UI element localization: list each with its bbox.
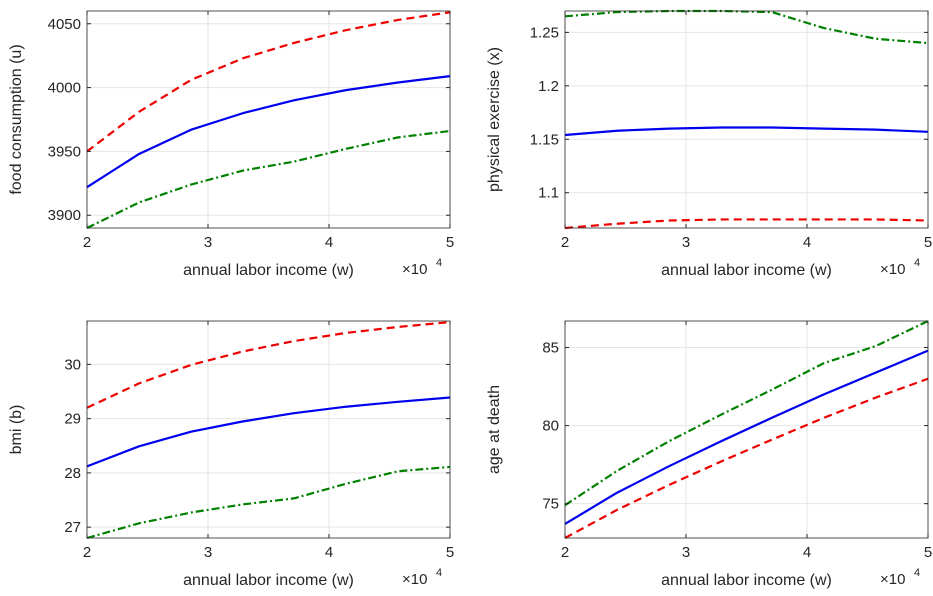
y-tick-label: 30 [64, 356, 81, 373]
y-tick-label: 75 [542, 496, 559, 513]
x-axis-multiplier-exponent: 4 [914, 257, 920, 269]
y-tick-label: 4000 [48, 80, 81, 97]
series-line-solid [564, 126, 929, 137]
series-line-dashdot [86, 129, 451, 229]
axes-frame [564, 320, 929, 539]
x-tick-label: 5 [924, 544, 932, 561]
series-line-dashed [86, 11, 451, 153]
x-tick-label: 4 [803, 544, 811, 561]
y-tick-label: 85 [542, 340, 559, 357]
y-tick-label: 1.1 [538, 185, 559, 202]
series-line-solid [86, 75, 451, 189]
x-tick-label: 2 [83, 234, 91, 251]
x-tick-label: 5 [924, 234, 932, 251]
axes-frame [86, 320, 451, 539]
x-axis-label: annual labor income (w) [183, 262, 354, 279]
x-tick-label: 5 [446, 544, 454, 561]
series-line-dashdot [564, 9, 929, 45]
x-axis-multiplier-exponent: 4 [914, 567, 920, 579]
y-tick-label: 1.2 [538, 78, 559, 95]
x-axis-label: annual labor income (w) [661, 262, 832, 279]
y-tick-label: 27 [64, 519, 81, 536]
x-tick-label: 3 [682, 544, 690, 561]
x-axis-multiplier: ×10 [880, 571, 905, 588]
y-tick-label: 3950 [48, 143, 81, 160]
y-tick-label: 3900 [48, 207, 81, 224]
series-line-dashed [564, 218, 929, 230]
series-line-solid [564, 349, 929, 525]
series-line-dashed [564, 377, 929, 539]
x-tick-label: 4 [325, 544, 333, 561]
x-axis-multiplier: ×10 [402, 571, 427, 588]
x-tick-label: 2 [561, 234, 569, 251]
x-axis-label: annual labor income (w) [661, 572, 832, 589]
series-line-solid [86, 396, 451, 468]
axes-frame [86, 10, 451, 229]
x-tick-label: 3 [204, 234, 212, 251]
x-axis-multiplier-exponent: 4 [436, 257, 442, 269]
x-axis-multiplier: ×10 [880, 261, 905, 278]
y-tick-label: 4050 [48, 16, 81, 33]
y-tick-label: 80 [542, 418, 559, 435]
x-tick-label: 2 [561, 544, 569, 561]
x-axis-label: annual labor income (w) [183, 572, 354, 589]
y-axis-label: age at death [486, 385, 503, 474]
y-tick-label: 29 [64, 411, 81, 428]
y-axis-label: bmi (b) [8, 405, 25, 455]
y-axis-label: food consumption (u) [8, 44, 25, 194]
x-axis-multiplier-exponent: 4 [436, 567, 442, 579]
x-tick-label: 3 [204, 544, 212, 561]
series-line-dashdot [564, 320, 929, 507]
series-line-dashed [86, 320, 451, 409]
x-tick-label: 3 [682, 234, 690, 251]
x-tick-label: 4 [325, 234, 333, 251]
x-tick-label: 4 [803, 234, 811, 251]
y-tick-label: 28 [64, 465, 81, 482]
x-axis-multiplier: ×10 [402, 261, 427, 278]
x-tick-label: 5 [446, 234, 454, 251]
axes-frame [564, 10, 929, 229]
y-tick-label: 1.15 [530, 131, 559, 148]
series-line-dashdot [86, 465, 451, 540]
x-tick-label: 2 [83, 544, 91, 561]
y-tick-label: 1.25 [530, 24, 559, 41]
y-axis-label: physical exercise (x) [486, 47, 503, 192]
